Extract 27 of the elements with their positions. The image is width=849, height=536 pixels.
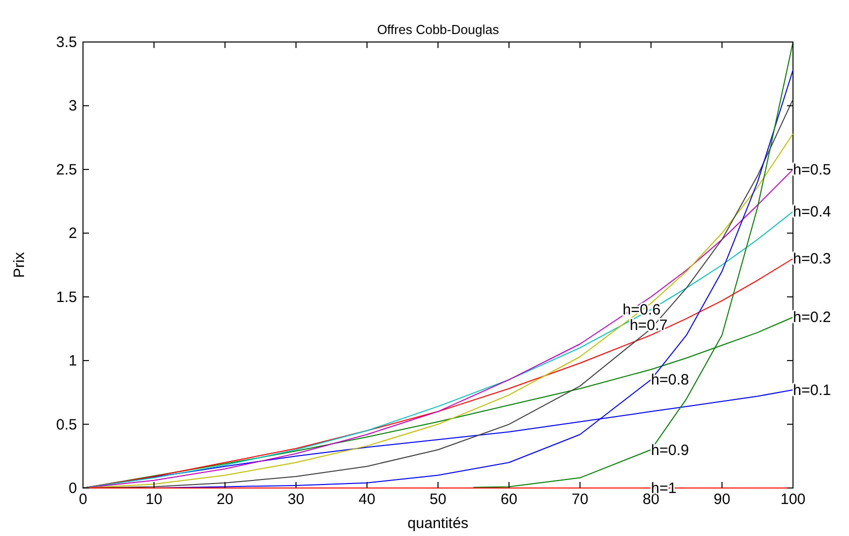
x-tick-label: 50	[430, 491, 446, 508]
chart-title: Offres Cobb-Douglas	[377, 22, 500, 37]
y-tick-label: 3.5	[56, 34, 77, 51]
x-tick-label: 40	[358, 491, 376, 508]
annotation: h=0.2	[793, 309, 831, 326]
x-tick-label: 10	[146, 491, 162, 508]
y-tick-label: 3	[68, 98, 77, 115]
y-tick-label: 0	[68, 480, 77, 497]
y-tick-label: 2.5	[56, 161, 77, 178]
annotation: h=0.4	[793, 203, 831, 220]
annotation: h=0.8	[651, 372, 689, 389]
y-tick-label: 1	[68, 352, 77, 370]
x-tick-label: 100	[780, 491, 806, 508]
y-tick-label: 1.5	[56, 288, 77, 306]
y-tick-label: 0.5	[56, 416, 77, 434]
x-tick-label: 20	[216, 491, 234, 508]
x-tick-label: 70	[572, 491, 588, 508]
annotation: h=0.1	[793, 382, 831, 399]
x-tick-label: 30	[288, 491, 304, 508]
annotation: h=0.3	[793, 250, 831, 268]
annotation: h=0.9	[651, 442, 689, 459]
x-tick-label: 60	[500, 491, 518, 508]
x-axis-title: quantités	[408, 515, 468, 532]
y-axis-title: Prix	[11, 252, 28, 278]
x-tick-label: 90	[714, 491, 730, 508]
annotation: h=0.5	[793, 161, 831, 178]
y-tick-label: 2	[68, 225, 77, 242]
